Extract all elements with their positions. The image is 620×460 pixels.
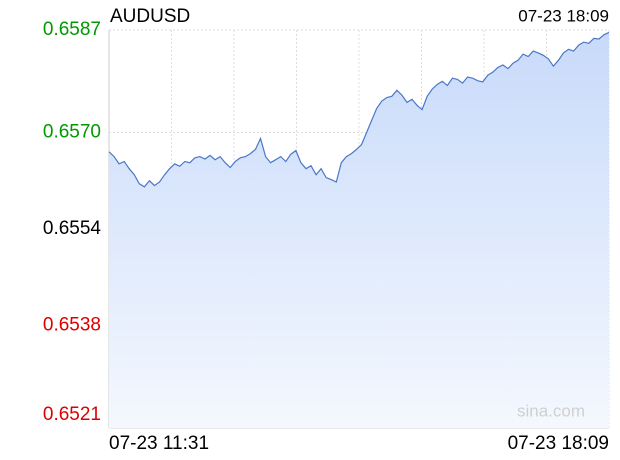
area [109,32,609,429]
y-tick-label: 0.6538 [43,315,101,336]
y-tick-label: 0.6570 [43,122,101,143]
y-tick-label: 0.6554 [43,218,102,239]
y-tick-label: 0.6587 [43,19,101,40]
chart-title: AUDUSD [110,6,190,27]
x-tick-label: 07-23 18:09 [508,433,609,454]
x-tick-label: 07-23 11:31 [109,433,209,454]
watermark: sina.com [517,401,585,420]
y-tick-label: 0.6521 [43,404,101,425]
timestamp: 07-23 18:09 [518,6,609,25]
price-line [108,31,610,188]
